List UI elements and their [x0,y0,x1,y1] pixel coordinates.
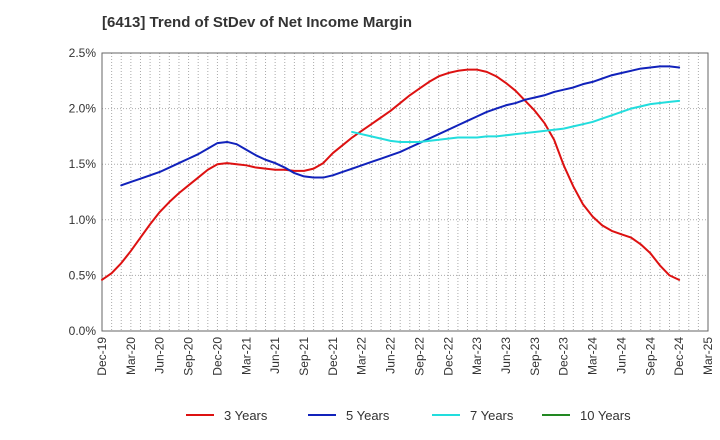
axes: 0.0% 0.5% 1.0% 1.5% 2.0% 2.5% Dec-19 Mar-20 Jun-… [69,46,715,376]
x-tick-label: Mar-20 [124,337,138,375]
x-tick-label: Dec-23 [557,337,571,376]
series-line-3-years [101,68,681,281]
series-line-5-years [120,65,681,187]
x-tick-label: Sep-24 [643,337,657,376]
chart-title: [6413] Trend of StDev of Net Income Marg… [102,14,413,31]
legend-label: 10 Years [580,408,631,423]
x-tick-label: Dec-20 [210,337,224,376]
x-tick-label: Jun-21 [268,337,282,374]
x-tick-label: Sep-23 [528,337,542,376]
x-tick-label: Jun-23 [499,337,513,374]
x-tick-label: Mar-25 [701,337,715,375]
y-tick-label: 0.5% [69,268,97,282]
y-tick-label: 1.5% [69,157,97,171]
x-tick-label: Sep-22 [412,337,426,376]
x-tick-label: Dec-19 [95,337,109,376]
x-tick-label: Dec-22 [441,337,455,376]
series-lines [101,65,681,281]
plot-frame [101,52,709,332]
x-tick-label: Dec-24 [672,337,686,376]
legend: 3 Years 5 Years 7 Years 10 Years [186,408,631,423]
x-tick-label: Mar-23 [470,337,484,375]
legend-label: 5 Years [346,408,390,423]
legend-label: 7 Years [470,408,514,423]
x-tick-label: Mar-24 [586,337,600,375]
x-tick-label: Jun-24 [614,337,628,374]
legend-label: 3 Years [224,408,268,423]
grid-lines [102,53,708,331]
x-tick-label: Sep-20 [182,337,196,376]
y-tick-label: 2.5% [69,46,97,60]
y-tick-label: 2.0% [69,102,97,116]
y-tick-label: 0.0% [69,324,97,338]
x-tick-label: Sep-21 [297,337,311,376]
x-tick-label: Jun-20 [153,337,167,374]
x-tick-label: Jun-22 [384,337,398,374]
x-tick-label: Mar-21 [239,337,253,375]
x-tick-label: Mar-22 [355,337,369,375]
y-tick-label: 1.0% [69,213,97,227]
x-tick-label: Dec-21 [326,337,340,376]
series-line-7-years [351,99,681,143]
